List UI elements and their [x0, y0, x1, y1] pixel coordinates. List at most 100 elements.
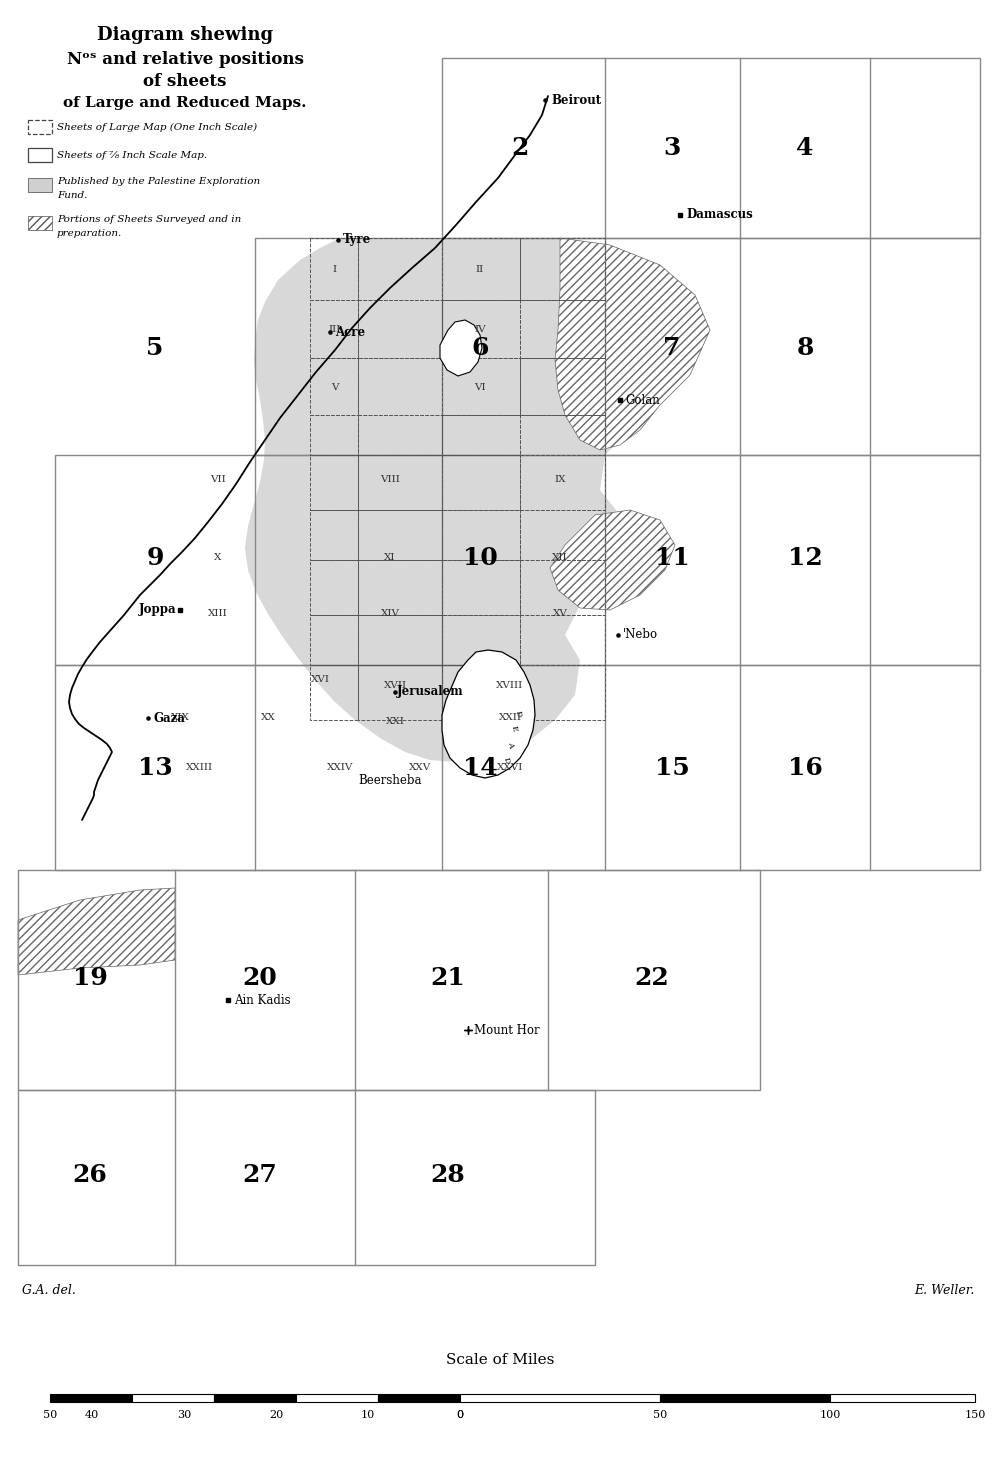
- Polygon shape: [555, 238, 710, 450]
- Text: VIII: VIII: [380, 476, 400, 485]
- Bar: [520, 561, 605, 615]
- Text: I: I: [333, 266, 337, 275]
- Text: 20: 20: [269, 1409, 283, 1420]
- Text: 30: 30: [177, 1409, 191, 1420]
- Text: 40: 40: [85, 1409, 99, 1420]
- Text: 15: 15: [655, 756, 689, 779]
- Text: Sheets of Large Map (One Inch Scale): Sheets of Large Map (One Inch Scale): [57, 123, 257, 132]
- Text: Ain Kadis: Ain Kadis: [234, 994, 291, 1007]
- Text: Joppa: Joppa: [138, 603, 176, 617]
- Text: Fund.: Fund.: [57, 191, 87, 201]
- Text: D: D: [502, 756, 511, 765]
- Bar: [520, 510, 605, 561]
- Bar: [55, 666, 980, 870]
- Bar: [132, 1395, 214, 1402]
- Bar: [50, 1395, 132, 1402]
- Bar: [310, 510, 358, 561]
- Bar: [358, 615, 442, 666]
- Text: 8: 8: [796, 336, 814, 359]
- Text: 16: 16: [788, 756, 822, 779]
- Text: 100: 100: [819, 1409, 841, 1420]
- Bar: [55, 456, 980, 666]
- Text: III: III: [329, 325, 341, 334]
- Text: Golan: Golan: [625, 393, 660, 407]
- Text: 150: 150: [964, 1409, 986, 1420]
- Text: Damascus: Damascus: [686, 209, 753, 222]
- Text: II: II: [476, 266, 484, 275]
- Bar: [830, 1395, 975, 1402]
- Text: VI: VI: [474, 383, 486, 392]
- Bar: [442, 416, 520, 456]
- Text: XXIII: XXIII: [186, 763, 214, 772]
- Text: 20: 20: [243, 966, 277, 989]
- Text: preparation.: preparation.: [57, 229, 122, 238]
- Text: 7: 7: [663, 336, 681, 359]
- Bar: [442, 300, 520, 358]
- Bar: [28, 216, 52, 231]
- Bar: [358, 510, 442, 561]
- Bar: [358, 666, 442, 720]
- Text: 10: 10: [361, 1409, 375, 1420]
- Text: Jerusalem: Jerusalem: [397, 685, 464, 698]
- Text: XXVI: XXVI: [497, 763, 523, 772]
- Text: XIV: XIV: [380, 608, 400, 618]
- Text: XX: XX: [261, 713, 275, 723]
- Text: D: D: [514, 710, 523, 717]
- Text: of Large and Reduced Maps.: of Large and Reduced Maps.: [63, 96, 307, 109]
- Text: 5: 5: [146, 336, 164, 359]
- Text: XXI: XXI: [386, 717, 404, 726]
- Polygon shape: [442, 649, 535, 778]
- Text: X: X: [214, 553, 222, 562]
- Text: Published by the Palestine Exploration: Published by the Palestine Exploration: [57, 177, 260, 186]
- Text: Nᵒˢ and relative positions: Nᵒˢ and relative positions: [67, 52, 303, 68]
- Bar: [28, 148, 52, 163]
- Bar: [310, 456, 358, 510]
- Bar: [28, 177, 52, 192]
- Text: 50: 50: [653, 1409, 667, 1420]
- Text: 'Nebo: 'Nebo: [623, 629, 658, 642]
- Text: 19: 19: [73, 966, 107, 989]
- Text: XIX: XIX: [171, 713, 189, 723]
- Text: VII: VII: [210, 476, 226, 485]
- Bar: [442, 615, 520, 666]
- Bar: [28, 120, 52, 135]
- Polygon shape: [18, 887, 175, 975]
- Text: XXV: XXV: [409, 763, 431, 772]
- Text: 14: 14: [463, 756, 497, 779]
- Bar: [442, 238, 520, 300]
- Text: 2: 2: [511, 136, 529, 160]
- Text: 11: 11: [655, 546, 689, 569]
- Text: 3: 3: [663, 136, 681, 160]
- Polygon shape: [245, 238, 710, 762]
- Bar: [520, 358, 605, 416]
- Bar: [358, 456, 442, 510]
- Text: IX: IX: [554, 476, 566, 485]
- Bar: [310, 300, 358, 358]
- Text: 26: 26: [73, 1162, 107, 1188]
- Bar: [442, 510, 520, 561]
- Text: 13: 13: [138, 756, 172, 779]
- Bar: [358, 238, 442, 300]
- Text: Mount Hor: Mount Hor: [474, 1023, 540, 1037]
- Bar: [358, 561, 442, 615]
- Text: E: E: [510, 725, 519, 732]
- Bar: [255, 238, 980, 456]
- Text: 10: 10: [463, 546, 497, 569]
- Text: Diagram shewing: Diagram shewing: [97, 27, 273, 44]
- Bar: [442, 358, 520, 416]
- Bar: [358, 300, 442, 358]
- Bar: [442, 666, 520, 720]
- Bar: [520, 615, 605, 666]
- Bar: [520, 238, 605, 300]
- Text: XII: XII: [552, 553, 568, 562]
- Text: Gaza: Gaza: [153, 711, 185, 725]
- Text: 21: 21: [431, 966, 465, 989]
- Bar: [18, 1090, 595, 1265]
- Text: XXIV: XXIV: [327, 763, 353, 772]
- Text: Sheets of ⅞ Inch Scale Map.: Sheets of ⅞ Inch Scale Map.: [57, 151, 207, 160]
- Text: 50: 50: [43, 1409, 57, 1420]
- Text: 6: 6: [471, 336, 489, 359]
- Text: G.A. del.: G.A. del.: [22, 1284, 76, 1297]
- Bar: [520, 300, 605, 358]
- Text: Tyre: Tyre: [343, 234, 371, 247]
